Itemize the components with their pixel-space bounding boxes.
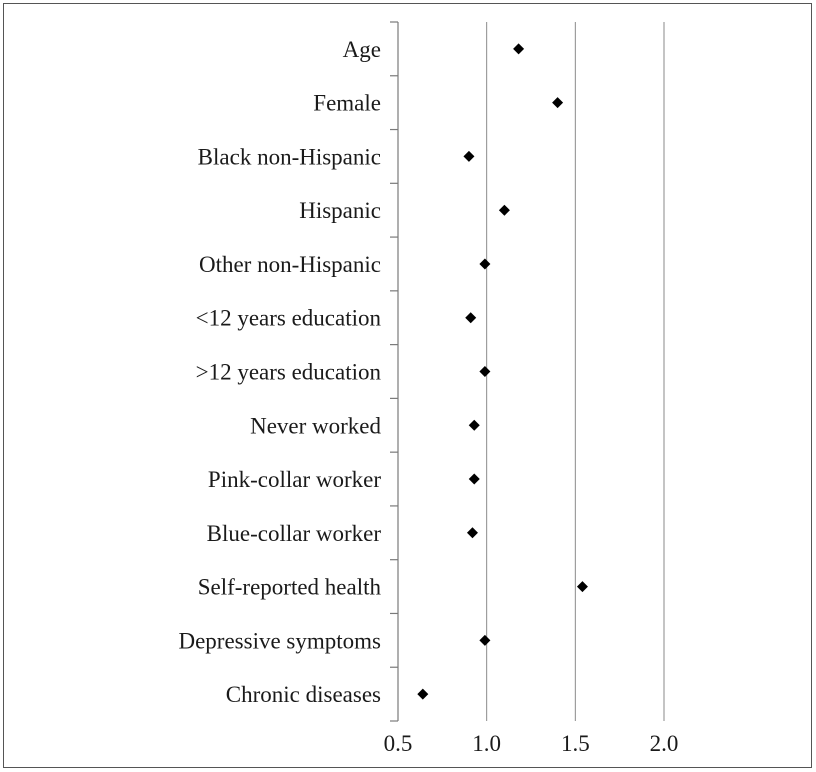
x-tick-label: 1.0 (472, 731, 501, 756)
data-point-marker (498, 204, 510, 216)
x-tick-label: 2.0 (650, 731, 679, 756)
data-point-marker (468, 419, 480, 431)
data-point-marker (479, 366, 491, 377)
category-label: >12 years education (196, 360, 382, 385)
category-label: Black non-Hispanic (198, 144, 381, 169)
data-point-marker (468, 473, 480, 485)
category-labels: Age Female Black non-Hispanic Hispanic Other… (178, 37, 381, 707)
data-point-marker (552, 97, 564, 109)
x-tick-label: 1.5 (561, 731, 590, 756)
data-point-marker (463, 150, 475, 162)
category-label: Chronic diseases (226, 682, 381, 707)
category-label: Pink-collar worker (208, 467, 381, 492)
y-axis (390, 21, 399, 722)
category-label: Never worked (250, 413, 381, 438)
data-markers (417, 43, 588, 700)
x-tick-labels: 0.5 1.0 1.5 2.0 (384, 731, 679, 756)
category-label: Age (343, 37, 381, 62)
data-point-marker (576, 581, 588, 593)
data-point-marker (479, 634, 491, 646)
data-point-marker (479, 258, 491, 270)
category-label: Female (313, 91, 381, 116)
category-label: Blue-collar worker (207, 521, 382, 546)
chart-frame (3, 3, 812, 768)
data-point-marker (513, 43, 525, 55)
category-label: Other non-Hispanic (199, 252, 381, 277)
data-point-marker (466, 527, 478, 539)
x-tick-label: 0.5 (384, 731, 413, 756)
category-label: Depressive symptoms (178, 628, 381, 653)
data-point-marker (465, 312, 477, 324)
category-label: <12 years education (196, 306, 382, 331)
category-label: Hispanic (299, 198, 381, 223)
data-point-marker (417, 688, 429, 700)
gridlines (486, 22, 665, 721)
category-label: Self-reported health (198, 575, 382, 600)
